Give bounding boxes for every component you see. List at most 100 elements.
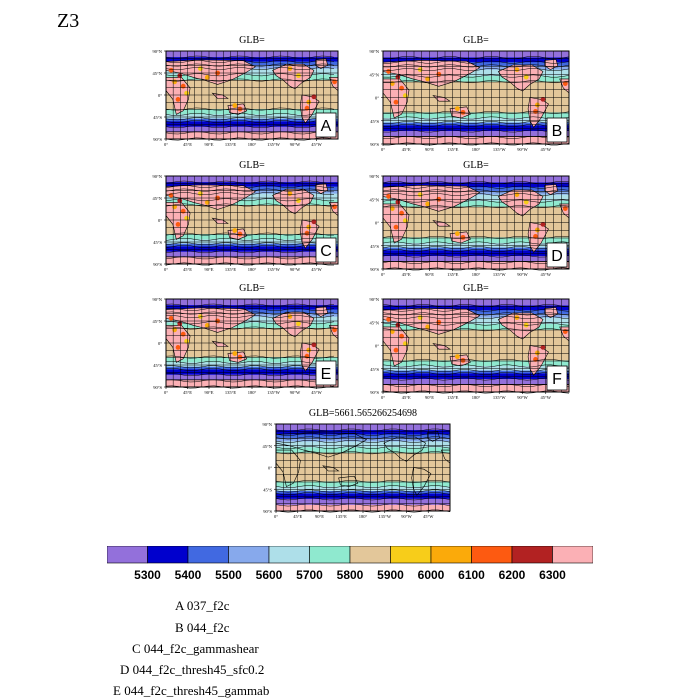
hotspot-mark (393, 224, 399, 230)
lon-tick-label: 0° (164, 142, 168, 147)
hotspot-mark (184, 90, 190, 96)
hotspot-mark (287, 191, 293, 196)
lat-tick-label: 90°S (370, 267, 379, 272)
lon-tick-label: 90°E (204, 267, 213, 272)
hotspot-mark (402, 341, 408, 347)
lon-tick-label: 135°W (267, 142, 281, 147)
hotspot-mark (232, 228, 238, 233)
panel-label-f: F (552, 371, 562, 388)
panel-title-f: GLB= (463, 283, 489, 294)
contour-line (165, 244, 334, 248)
colorbar-label: 5400 (174, 568, 202, 582)
map-panel-b: 90°N 45°N 0° 45°S 90°S 0° 45°E 90°E 135°E 180° 135… (369, 49, 570, 152)
colorbar-label: 6300 (539, 568, 566, 582)
hotspot-mark (417, 67, 423, 72)
lat-tick-label: 45°S (263, 487, 272, 492)
lat-tick-label: 0° (375, 96, 379, 101)
lat-tick-label: 0° (158, 218, 162, 223)
hotspot-mark (304, 105, 310, 111)
lat-tick-label: 0° (158, 341, 162, 346)
lon-tick-label: 45°E (402, 395, 411, 400)
colorbar-label: 5600 (255, 568, 283, 582)
map-plot-a: 90°N45°N0°45°S90°S0° 45°E 90°E 135°E 180° 135… (152, 49, 339, 147)
lon-tick-label: 90°W (517, 395, 528, 400)
panel-title-g: GLB=5661.565266254698 (308, 408, 418, 419)
hotspot-mark (534, 102, 540, 108)
lat-tick-label: 90°N (152, 174, 162, 179)
contour-line (165, 67, 335, 71)
continent-outline (322, 465, 340, 472)
lat-tick-label: 45°N (152, 196, 162, 201)
hotspot-mark (204, 200, 210, 205)
lon-tick-label: 90°E (204, 390, 213, 395)
lon-tick-label: 0° (381, 147, 385, 152)
lat-tick-label: 90°S (153, 385, 162, 390)
hotspot-mark (389, 206, 395, 211)
hotspot-mark (296, 321, 301, 327)
lat-tick-label: 45°S (153, 115, 162, 120)
panel-label-e: E (321, 366, 332, 383)
hotspot-mark (175, 97, 181, 102)
hotspot-mark (402, 218, 408, 224)
hotspot-mark (460, 234, 466, 240)
lat-tick-label: 45°N (369, 197, 379, 202)
lon-tick-label: 90°W (290, 142, 301, 147)
legend-entry-c: C 044_f2c_gammashear (132, 641, 259, 656)
hotspot-mark (455, 106, 460, 112)
lat-tick-label: 0° (375, 221, 379, 226)
colorbar-swatch (349, 545, 391, 564)
contour-line (165, 250, 335, 254)
contour-line (165, 198, 335, 202)
hotspot-mark (311, 342, 317, 348)
hotspot-mark (562, 206, 568, 211)
hotspot-mark (540, 96, 546, 102)
lat-tick-label: 45°S (370, 367, 379, 372)
lat-tick-label: 90°S (370, 390, 379, 395)
lat-tick-label: 90°N (369, 49, 379, 54)
hotspot-mark (237, 106, 243, 112)
lon-tick-label: 90°E (425, 395, 434, 400)
contour-line (165, 315, 335, 319)
map-panel-c: 90°N 45°N 0° 45°S 90°S 0° 45°E 90°E 135°E 180° 135… (152, 174, 339, 272)
panel-label-a: A (321, 118, 332, 135)
lat-tick-label: 45°N (152, 71, 162, 76)
hotspot-mark (237, 354, 243, 360)
lon-tick-label: 45°W (311, 142, 322, 147)
hotspot-mark (399, 210, 404, 216)
hotspot-mark (425, 324, 431, 330)
map-panel-d: 90°N 45°N 0° 45°S 90°S 0° 45°E 90°E 135°E 180° 135… (369, 174, 570, 277)
hotspot-mark (386, 317, 391, 322)
continent-shape (382, 59, 481, 87)
lat-tick-label: 0° (375, 344, 379, 349)
lon-tick-label: 135°W (493, 272, 507, 277)
continent-shape (544, 184, 559, 195)
hotspot-mark (455, 231, 460, 237)
hotspot-mark (332, 327, 337, 333)
contour-line (165, 112, 335, 116)
legend-entry-d: D 044_f2c_thresh45_sfc0.2 (120, 662, 265, 677)
lon-tick-label: 0° (381, 395, 385, 400)
panel-title-d: GLB= (463, 160, 489, 171)
colorbar-label: 5900 (377, 568, 404, 582)
lon-tick-label: 90°W (517, 272, 528, 277)
legend-entry-a: A 037_f2c (175, 598, 230, 613)
contour-line (165, 365, 335, 369)
lon-tick-label: 135°W (267, 390, 281, 395)
panel-label-c: C (320, 243, 332, 260)
hotspot-mark (180, 208, 186, 214)
lon-tick-label: 135°E (336, 514, 348, 519)
hotspot-mark (455, 354, 460, 360)
lon-tick-label: 135°W (493, 147, 507, 152)
lon-tick-label: 45°E (293, 514, 302, 519)
colorbar-label: 6200 (498, 568, 526, 582)
contour-line (165, 321, 335, 325)
colorbar-label: 5300 (134, 568, 161, 582)
lat-tick-label: 90°N (152, 49, 162, 54)
hotspot-mark (395, 199, 401, 205)
hotspot-mark (562, 81, 568, 86)
contour-line (165, 367, 335, 371)
lon-tick-label: 0° (274, 514, 278, 519)
lon-tick-label: 45°W (311, 267, 322, 272)
hotspot-mark (332, 204, 337, 210)
continent-outline (411, 467, 432, 496)
